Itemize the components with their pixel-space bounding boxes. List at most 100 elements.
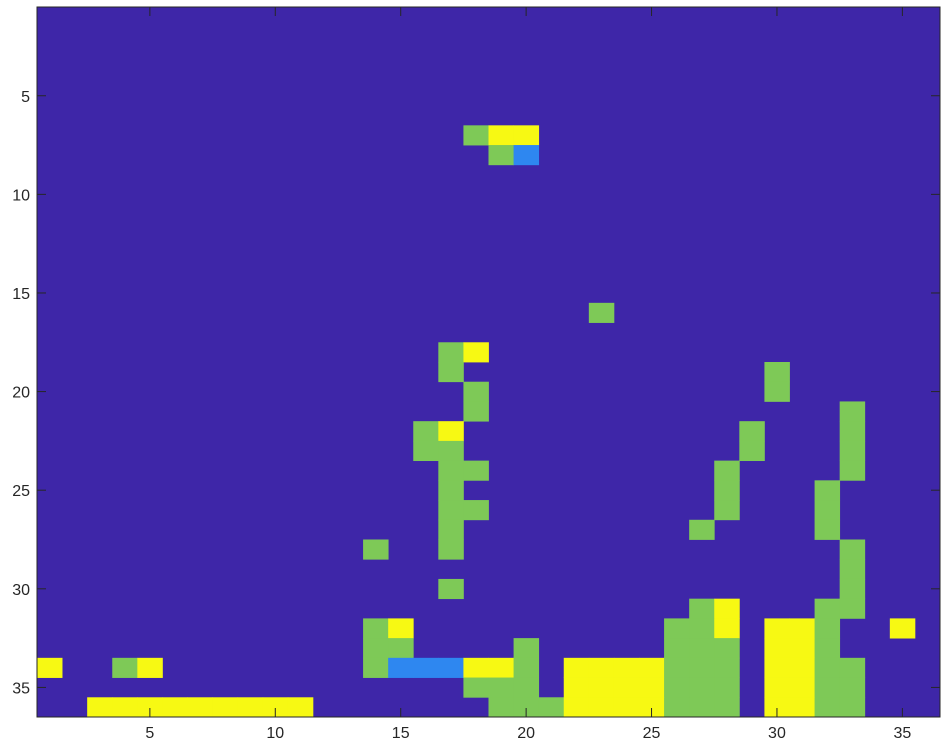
heatmap-cell bbox=[388, 638, 414, 659]
x-tick-label: 20 bbox=[517, 725, 535, 742]
heatmap-cell bbox=[463, 500, 489, 521]
heatmap-cell bbox=[438, 657, 464, 678]
heatmap-cell bbox=[613, 677, 640, 698]
heatmap-cell bbox=[438, 500, 464, 521]
heatmap-cell bbox=[814, 638, 841, 659]
y-tick-label: 30 bbox=[12, 582, 30, 599]
heatmap-cell bbox=[438, 362, 464, 383]
y-tick-label: 10 bbox=[12, 187, 30, 204]
heatmap-cell bbox=[613, 657, 640, 678]
heatmap-cell bbox=[463, 342, 489, 363]
x-tick-label: 35 bbox=[893, 725, 911, 742]
heatmap-cell bbox=[839, 559, 866, 580]
heatmap-cell bbox=[764, 697, 790, 718]
y-tick-label: 20 bbox=[12, 385, 30, 402]
heatmap-cell bbox=[789, 618, 815, 639]
heatmap-cell bbox=[789, 697, 815, 718]
heatmap-cell bbox=[563, 677, 590, 698]
heatmap-cell bbox=[438, 480, 464, 501]
heatmap-cell bbox=[814, 519, 841, 540]
heatmap-cell bbox=[814, 480, 841, 501]
heatmap-cell bbox=[789, 657, 815, 678]
heatmap-cell bbox=[789, 677, 815, 698]
heatmap-cell bbox=[212, 697, 239, 718]
heatmap-cell bbox=[839, 401, 866, 422]
y-axis: 5 10 15 20 25 30 35 bbox=[12, 89, 940, 697]
heatmap-cell bbox=[137, 697, 163, 718]
heatmap-cell bbox=[588, 302, 615, 323]
heatmap-cell bbox=[714, 697, 740, 718]
y-tick-label: 15 bbox=[12, 286, 30, 303]
heatmap-cell bbox=[563, 657, 590, 678]
heatmap-cell bbox=[639, 697, 665, 718]
x-tick-label: 15 bbox=[392, 725, 410, 742]
heatmap-cell bbox=[839, 697, 866, 718]
heatmap-cell bbox=[839, 598, 866, 619]
heatmap-cell bbox=[764, 638, 790, 659]
heatmap-cell bbox=[764, 657, 790, 678]
x-tick-label: 5 bbox=[145, 725, 154, 742]
heatmap-cell bbox=[87, 697, 113, 718]
heatmap-cell bbox=[563, 697, 590, 718]
heatmap-cell bbox=[689, 677, 715, 698]
y-tick-label: 35 bbox=[12, 680, 30, 697]
heatmap-cell bbox=[463, 677, 489, 698]
heatmap-cell bbox=[413, 657, 439, 678]
heatmap-cell bbox=[739, 421, 765, 442]
heatmap-cell bbox=[438, 460, 464, 481]
heatmap-cell bbox=[664, 618, 690, 639]
heatmap-cell bbox=[112, 697, 138, 718]
heatmap-cell bbox=[513, 125, 540, 146]
heatmap-cell bbox=[463, 125, 489, 146]
heatmap-cell bbox=[689, 598, 715, 619]
heatmap-cell bbox=[388, 657, 414, 678]
heatmap-cell bbox=[689, 519, 715, 540]
heatmap-cell bbox=[764, 677, 790, 698]
heatmap-cell bbox=[714, 638, 740, 659]
heatmap-cell bbox=[814, 657, 841, 678]
heatmap-cell bbox=[714, 657, 740, 678]
heatmap-cell bbox=[839, 460, 866, 481]
y-tick-label: 25 bbox=[12, 483, 30, 500]
heatmap-cell bbox=[438, 519, 464, 540]
heatmap-cell bbox=[37, 657, 63, 678]
heatmap-cell bbox=[237, 697, 264, 718]
heatmap-cell bbox=[287, 697, 314, 718]
heatmap-cell bbox=[438, 440, 464, 462]
heatmap-cell bbox=[889, 618, 916, 639]
x-tick-label: 25 bbox=[643, 725, 661, 742]
heatmap-cell bbox=[588, 657, 615, 678]
heatmap-cell bbox=[714, 480, 740, 501]
heatmap-cell bbox=[438, 421, 464, 442]
heatmap-cell bbox=[513, 657, 540, 678]
heatmap-cell bbox=[262, 697, 289, 718]
heatmap-cell bbox=[363, 657, 389, 678]
heatmap-cell bbox=[187, 697, 213, 718]
heatmap-cell bbox=[814, 500, 841, 521]
heatmap-cell bbox=[714, 460, 740, 481]
heatmap-cell bbox=[764, 381, 790, 402]
heatmap-cell bbox=[714, 598, 740, 619]
heatmap-cell bbox=[488, 125, 514, 146]
heatmap-cell bbox=[363, 618, 389, 639]
heatmap-cell bbox=[664, 697, 690, 718]
heatmap-cell bbox=[639, 677, 665, 698]
heatmap-cell bbox=[463, 657, 489, 678]
heatmap-cell bbox=[413, 421, 439, 442]
x-tick-label: 30 bbox=[768, 725, 786, 742]
heatmap-cell bbox=[689, 697, 715, 718]
heatmap-cell bbox=[363, 539, 389, 560]
heatmap-cell bbox=[789, 638, 815, 659]
heatmap-cell bbox=[363, 638, 389, 659]
heatmap-cells bbox=[37, 125, 916, 718]
heatmap-cell bbox=[438, 539, 464, 560]
heatmap-cell bbox=[814, 598, 841, 619]
heatmap-cell bbox=[488, 677, 514, 698]
plot-frame bbox=[36, 6, 941, 718]
heatmap-cell bbox=[714, 677, 740, 698]
heatmap-cell bbox=[839, 440, 866, 462]
heatmap-cell bbox=[137, 657, 163, 678]
heatmap-cell bbox=[839, 657, 866, 678]
heatmap-cell bbox=[814, 697, 841, 718]
